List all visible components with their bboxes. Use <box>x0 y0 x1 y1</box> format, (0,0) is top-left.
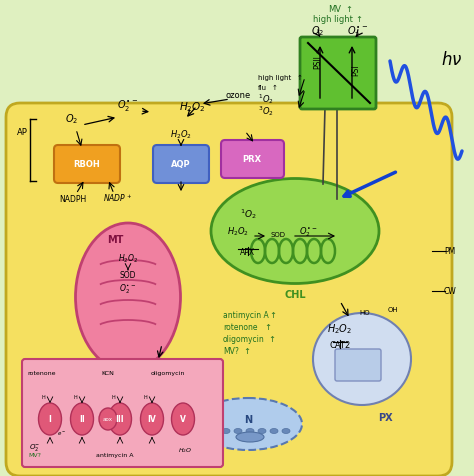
Text: $H_2O_2$: $H_2O_2$ <box>179 100 205 114</box>
Text: APX: APX <box>240 248 255 257</box>
Text: MV: MV <box>328 5 341 14</box>
Text: $\uparrow$: $\uparrow$ <box>263 321 272 331</box>
Text: $\uparrow$: $\uparrow$ <box>354 14 363 24</box>
Text: high light: high light <box>313 15 353 24</box>
Text: RBOH: RBOH <box>73 160 100 169</box>
Ellipse shape <box>75 224 181 371</box>
Text: CHL: CHL <box>284 289 306 299</box>
Text: $^1O_2$: $^1O_2$ <box>239 207 256 221</box>
Text: antimycin A: antimycin A <box>96 452 134 457</box>
Text: $\uparrow$: $\uparrow$ <box>295 72 303 82</box>
Text: CW: CW <box>444 287 457 296</box>
Text: $O_2$: $O_2$ <box>311 24 325 38</box>
Ellipse shape <box>282 428 290 434</box>
Text: PSI: PSI <box>352 64 361 76</box>
Text: $^1O_2$: $^1O_2$ <box>258 91 274 105</box>
Text: IV: IV <box>147 415 156 424</box>
Ellipse shape <box>198 428 206 434</box>
Text: $e^-$: $e^-$ <box>57 429 66 437</box>
Text: $H_2O_2$: $H_2O_2$ <box>227 226 249 238</box>
FancyBboxPatch shape <box>153 146 209 184</box>
Text: oligomycin: oligomycin <box>151 370 185 375</box>
Text: H: H <box>73 394 77 399</box>
Ellipse shape <box>258 428 266 434</box>
Text: AP: AP <box>17 128 27 137</box>
Text: $H_2O_2$: $H_2O_2$ <box>170 129 192 141</box>
Text: OH: OH <box>388 307 399 312</box>
Text: SOD: SOD <box>120 270 136 279</box>
Text: H: H <box>111 394 115 399</box>
FancyBboxPatch shape <box>300 38 376 110</box>
Text: $O_2^{\bullet-}$: $O_2^{\bullet-}$ <box>347 24 368 39</box>
Text: $h\nu$: $h\nu$ <box>441 51 463 69</box>
Ellipse shape <box>246 428 254 434</box>
Text: I: I <box>48 415 52 424</box>
Text: oligomycin: oligomycin <box>223 334 265 343</box>
Ellipse shape <box>270 428 278 434</box>
Text: $NADP^+$: $NADP^+$ <box>103 192 133 204</box>
FancyBboxPatch shape <box>6 104 452 476</box>
Text: H: H <box>41 394 45 399</box>
Text: III: III <box>116 415 124 424</box>
Text: $O_2$: $O_2$ <box>65 112 79 126</box>
Text: $\uparrow$: $\uparrow$ <box>270 82 278 92</box>
Text: rotenone: rotenone <box>223 322 257 331</box>
Text: high light: high light <box>258 75 291 81</box>
Text: aox: aox <box>103 416 113 422</box>
Text: PX: PX <box>378 412 392 422</box>
Ellipse shape <box>172 403 194 435</box>
Text: $\uparrow$: $\uparrow$ <box>268 309 277 319</box>
Text: $\uparrow$: $\uparrow$ <box>267 333 276 343</box>
Text: MV?: MV? <box>28 452 42 457</box>
Text: PRX: PRX <box>242 155 262 164</box>
Text: H: H <box>143 394 147 399</box>
FancyBboxPatch shape <box>335 349 381 381</box>
Text: MT: MT <box>107 235 123 245</box>
Text: HO: HO <box>359 309 370 315</box>
Text: ozone: ozone <box>225 91 251 100</box>
Text: flu: flu <box>258 85 267 91</box>
Text: $\uparrow$: $\uparrow$ <box>242 345 251 355</box>
Text: $H_2O$: $H_2O$ <box>178 445 192 454</box>
Text: $^3O_2$: $^3O_2$ <box>258 104 274 118</box>
FancyBboxPatch shape <box>22 359 223 467</box>
FancyBboxPatch shape <box>54 146 120 184</box>
Ellipse shape <box>109 403 131 435</box>
Text: $O_2^{\bullet-}$: $O_2^{\bullet-}$ <box>118 98 138 113</box>
FancyBboxPatch shape <box>221 141 284 178</box>
Ellipse shape <box>234 428 242 434</box>
Text: $O_2^{\bullet-}$: $O_2^{\bullet-}$ <box>299 226 317 239</box>
Text: antimycin A: antimycin A <box>223 310 269 319</box>
Ellipse shape <box>99 408 117 430</box>
Ellipse shape <box>140 403 164 435</box>
Text: AQP: AQP <box>171 160 191 169</box>
Text: NADPH: NADPH <box>59 195 87 204</box>
Ellipse shape <box>236 432 264 442</box>
Text: $O_2^{\bullet-}$: $O_2^{\bullet-}$ <box>119 282 137 296</box>
Ellipse shape <box>38 403 62 435</box>
Text: CAT2: CAT2 <box>329 340 351 349</box>
Text: $O_2^{-}$: $O_2^{-}$ <box>29 441 41 452</box>
Text: PM: PM <box>444 247 455 256</box>
Text: $H_2O_2$: $H_2O_2$ <box>118 252 138 265</box>
Text: II: II <box>79 415 85 424</box>
Text: MV?: MV? <box>223 346 239 355</box>
Text: KCN: KCN <box>101 370 114 375</box>
Ellipse shape <box>313 313 411 405</box>
Text: V: V <box>180 415 186 424</box>
Text: $\uparrow$: $\uparrow$ <box>344 4 353 14</box>
Ellipse shape <box>71 403 93 435</box>
Text: SOD: SOD <box>271 231 285 238</box>
Text: N: N <box>244 414 252 424</box>
Ellipse shape <box>211 179 379 284</box>
Text: rotenone: rotenone <box>28 370 56 375</box>
Text: PSII: PSII <box>313 55 322 69</box>
Ellipse shape <box>210 428 218 434</box>
Ellipse shape <box>194 398 302 450</box>
Text: $H_2O_2$: $H_2O_2$ <box>328 321 353 335</box>
Ellipse shape <box>222 428 230 434</box>
